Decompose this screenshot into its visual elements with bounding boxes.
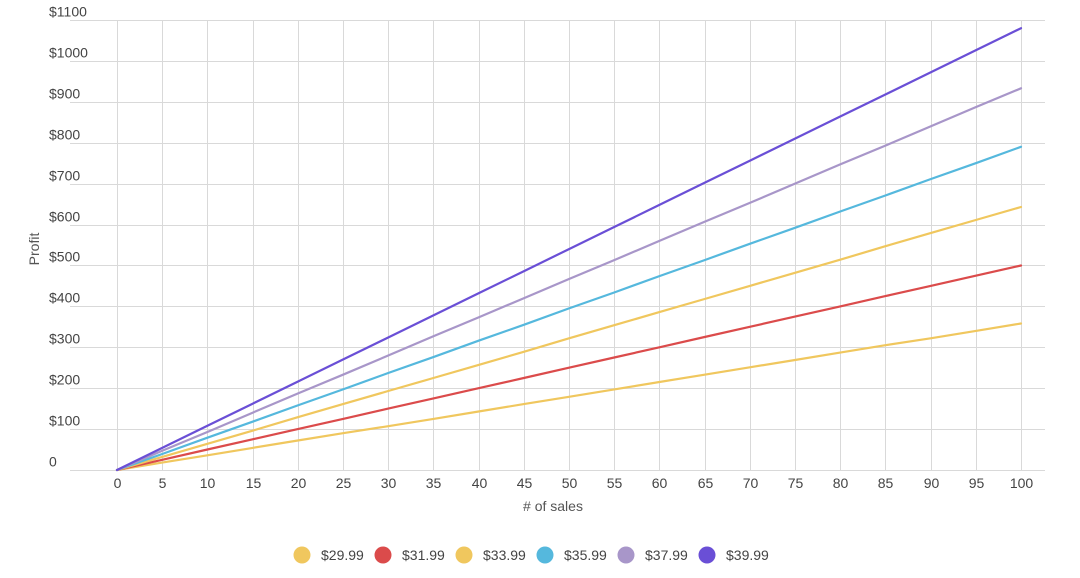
legend-swatch [455,546,473,564]
legend-label: $33.99 [483,547,526,563]
x-tick-label: 80 [833,475,849,491]
legend-item: $31.99 [374,546,445,564]
x-tick-label: 30 [381,475,397,491]
legend-item: $33.99 [455,546,526,564]
x-tick-label: 35 [426,475,442,491]
legend-label: $39.99 [726,547,769,563]
legend-swatch [536,546,554,564]
series-line-2 [115,264,1023,472]
series-lines [115,27,1023,472]
series-line-6 [115,27,1023,472]
x-tick-label: 20 [291,475,307,491]
x-tick-label: 90 [924,475,940,491]
y-tick-label: $100 [49,413,80,429]
x-tick-label: 45 [517,475,533,491]
x-tick-label: 85 [878,475,894,491]
x-tick-label: 25 [336,475,352,491]
legend-swatch [374,546,392,564]
x-tick-label: 15 [246,475,262,491]
x-tick-label: 95 [969,475,985,491]
grid [70,20,1045,471]
legend-label: $37.99 [645,547,688,563]
y-tick-label: $800 [49,127,80,143]
y-tick-label: $400 [49,290,80,306]
y-tick-label: $900 [49,86,80,102]
y-tick-label: $1100 [49,4,87,20]
y-tick-label: $700 [49,168,80,184]
legend-label: $29.99 [321,547,364,563]
y-axis-title: Profit [26,233,42,266]
x-tick-label: 40 [472,475,488,491]
x-axis-ticks: 0 5 10 15 20 25 30 35 40 45 50 55 60 65 70 75 80 85 90 95 10… [114,475,1034,491]
x-tick-label: 10 [200,475,216,491]
y-tick-label: $300 [49,331,80,347]
legend-swatch [698,546,716,564]
x-tick-label: 75 [788,475,804,491]
series-line-4 [115,145,1023,472]
legend-swatch [293,546,311,564]
x-tick-label: 70 [743,475,759,491]
legend-swatch [617,546,635,564]
x-tick-label: 55 [607,475,623,491]
legend-label: $35.99 [564,547,607,563]
series-line-1 [115,322,1023,472]
legend-item: $37.99 [617,546,688,564]
legend-label: $31.99 [402,547,445,563]
legend-item: $29.99 [293,546,364,564]
series-line-5 [115,87,1023,472]
x-tick-label: 0 [114,475,122,491]
x-tick-label: 5 [159,475,167,491]
y-tick-label: $1000 [49,45,88,61]
legend: $29.99 $31.99 $33.99 $35.99 $37.99 $39.99 [293,546,769,564]
y-axis-ticks: 0 $100 $200 $300 $400 $500 $600 $700 $800 $900 $10… [49,4,88,470]
y-tick-label: $500 [49,249,80,265]
x-tick-label: 100 [1010,475,1034,491]
y-tick-label: $600 [49,209,80,225]
legend-item: $35.99 [536,546,607,564]
x-tick-label: 50 [562,475,578,491]
x-axis-title: # of sales [523,498,583,514]
legend-item: $39.99 [698,546,769,564]
x-tick-label: 65 [698,475,714,491]
x-tick-label: 60 [652,475,668,491]
series-line-3 [115,205,1023,472]
y-tick-label: $200 [49,372,80,388]
y-tick-label: 0 [49,454,57,470]
